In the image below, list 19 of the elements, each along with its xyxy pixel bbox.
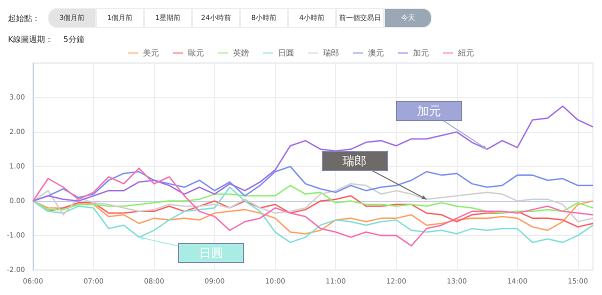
legend-label: 澳元 [368, 48, 384, 58]
line-series [32, 184, 594, 214]
legend-label: 美元 [143, 48, 159, 58]
legend-label: 紐元 [457, 48, 474, 58]
line-series [32, 168, 594, 247]
legend-label: 歐元 [188, 48, 204, 58]
line-series [32, 105, 594, 202]
legend-label: 英鎊 [233, 48, 249, 58]
line-series [32, 183, 594, 222]
legend-label: 加元 [413, 48, 429, 58]
callout-box: 瑞郎 [322, 151, 388, 172]
line-series [32, 186, 594, 244]
callout-box: 加元 [396, 101, 462, 122]
callout-box: 日圓 [178, 243, 244, 264]
text: K線圖週期： [8, 34, 54, 45]
text: 5分鐘 [63, 34, 84, 45]
text: 起始點： [8, 12, 41, 24]
legend-label: 瑞郎 [323, 48, 339, 58]
legend-label: 日圓 [278, 48, 294, 58]
